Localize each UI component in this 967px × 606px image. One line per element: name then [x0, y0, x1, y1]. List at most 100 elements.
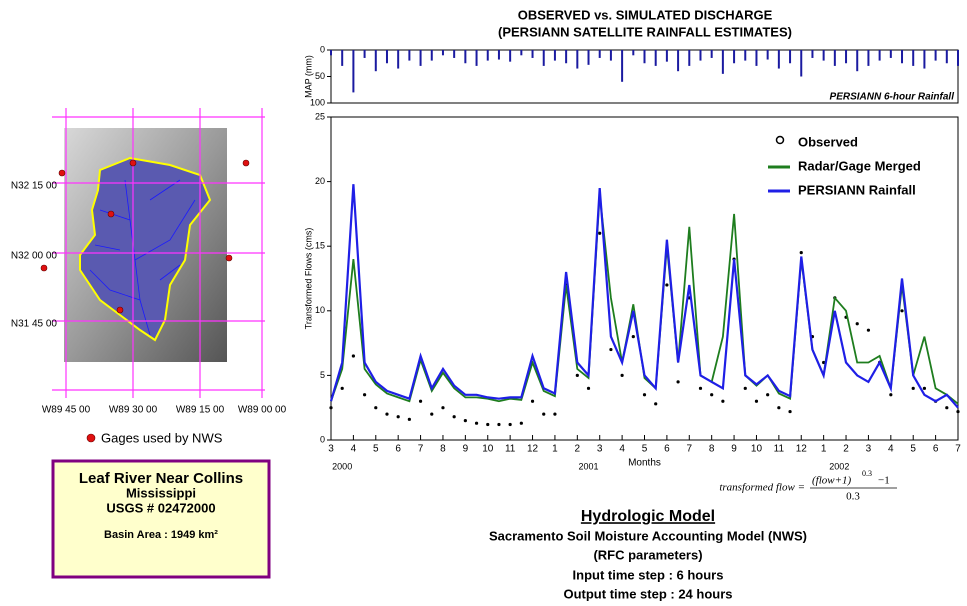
map-legend: Gages used by NWS [101, 430, 223, 445]
observed-point [553, 413, 556, 416]
rain-bar [834, 50, 836, 66]
rain-bar [912, 50, 914, 66]
lon-label: W89 45 00 [42, 405, 91, 416]
observed-point [363, 393, 366, 396]
x-tick-label: 5 [642, 444, 648, 455]
observed-point [329, 406, 332, 409]
x-tick-label: 7 [687, 444, 693, 455]
basin-area: Basin Area : 1949 km² [104, 529, 218, 541]
lat-label: N32 00 00 [11, 251, 58, 262]
rain-bar [923, 50, 925, 69]
observed-point [453, 415, 456, 418]
x-tick-label: 1 [552, 444, 558, 455]
y-tick-label: 0 [320, 434, 325, 444]
page: N32 15 00 N32 00 00 N31 45 00 W89 45 00 … [0, 0, 967, 606]
rain-bar [711, 50, 713, 58]
observed-point [744, 387, 747, 390]
rain-bar [811, 50, 813, 58]
x-tick-label: 6 [933, 444, 939, 455]
rain-bar [330, 50, 332, 55]
observed-point [441, 406, 444, 409]
observed-point [900, 309, 903, 312]
y-tick-label: 25 [315, 111, 325, 121]
observed-point [665, 283, 668, 286]
rain-bar [420, 50, 422, 66]
x-tick-label: 10 [482, 444, 494, 455]
observed-point [374, 406, 377, 409]
rain-bar [744, 50, 746, 61]
formula-lhs: transformed flow = [719, 482, 805, 494]
x-tick-label: 11 [505, 444, 516, 455]
rain-bar [632, 50, 634, 55]
basin-name: Leaf River Near Collins [79, 470, 243, 487]
observed-point [676, 380, 679, 383]
rain-bar [789, 50, 791, 63]
model-heading: Hydrologic Model [581, 508, 715, 525]
observed-point [643, 393, 646, 396]
map: N32 15 00 N32 00 00 N31 45 00 W89 45 00 … [11, 108, 287, 445]
x-tick-label: 2 [843, 444, 849, 455]
legend-label: Observed [798, 134, 858, 149]
rain-bar [341, 50, 343, 66]
x-tick-label: 5 [373, 444, 379, 455]
observed-point [509, 423, 512, 426]
year-label: 2000 [332, 461, 352, 471]
x-tick-label: 6 [664, 444, 670, 455]
observed-point [867, 329, 870, 332]
year-label: 2002 [829, 461, 849, 471]
rain-bar [386, 50, 388, 63]
chart-title: OBSERVED vs. SIMULATED DISCHARGE [518, 7, 773, 22]
rain-bar [431, 50, 433, 61]
rain-bar [610, 50, 612, 61]
rain-bar [879, 50, 881, 61]
rain-bar [599, 50, 601, 58]
x-tick-label: 2 [575, 444, 581, 455]
observed-point [699, 387, 702, 390]
x-tick-label: 3 [328, 444, 334, 455]
x-tick-label: 12 [527, 444, 539, 455]
observed-point [408, 418, 411, 421]
y-tick-label: 15 [315, 241, 325, 251]
rain-bar [644, 50, 646, 63]
y-axis-label: Transformed Flows (cms) [303, 228, 313, 330]
rain-bar [867, 50, 869, 66]
legend-gage [87, 434, 95, 442]
rain-bar [688, 50, 690, 66]
rain-bar [655, 50, 657, 66]
rain-bar [453, 50, 455, 58]
observed-point [945, 406, 948, 409]
model-line: (RFC parameters) [593, 547, 702, 562]
observed-point [721, 400, 724, 403]
observed-point [923, 387, 926, 390]
rain-bar [755, 50, 757, 66]
rain-bar [588, 50, 590, 65]
rain-bar [890, 50, 892, 58]
annotation: PERSIANN 6-hour Rainfall [830, 92, 955, 103]
y-axis-label: MAP (mm) [303, 55, 313, 98]
x-tick-label: 8 [440, 444, 446, 455]
x-tick-label: 7 [418, 444, 424, 455]
rain-bar [576, 50, 578, 69]
rain-bar [699, 50, 701, 61]
lon-label: W89 30 00 [109, 405, 158, 416]
observed-point [912, 387, 915, 390]
formula-denominator: 0.3 [846, 491, 860, 503]
x-tick-label: 12 [796, 444, 808, 455]
rain-bar [722, 50, 724, 74]
x-tick-label: 4 [888, 444, 894, 455]
rain-bar [408, 50, 410, 61]
rain-bar [845, 50, 847, 63]
observed-point [430, 413, 433, 416]
x-tick-label: 8 [709, 444, 715, 455]
rain-bar [375, 50, 377, 71]
rain-bar [823, 50, 825, 61]
rain-bar [554, 50, 556, 61]
rain-bar [498, 50, 500, 60]
observed-point [654, 402, 657, 405]
rain-bar [767, 50, 769, 60]
rain-bar [509, 50, 511, 62]
rain-bar [532, 50, 534, 58]
x-tick-label: 4 [351, 444, 357, 455]
observed-point [486, 423, 489, 426]
legend-label: Radar/Gage Merged [798, 158, 921, 173]
